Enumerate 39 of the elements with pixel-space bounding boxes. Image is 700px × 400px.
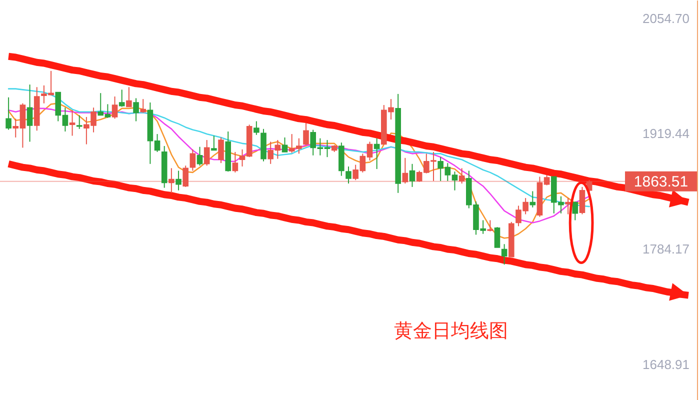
candlestick [579, 186, 586, 215]
candlestick [196, 146, 203, 166]
candlestick [182, 165, 189, 188]
candlestick [409, 163, 416, 188]
candlestick [232, 151, 238, 173]
candlestick [218, 136, 224, 164]
candlestick [565, 198, 571, 215]
candlestick [176, 170, 182, 191]
y-tick-label: 1648.91 [642, 356, 690, 372]
y-tick-label: 2054.70 [642, 10, 690, 26]
candlestick [211, 135, 217, 151]
ref-line-label: 1863.51 [634, 173, 688, 190]
y-tick-label: 1784.17 [642, 242, 690, 257]
candlestick [487, 220, 494, 232]
candlestick [76, 114, 82, 130]
candlestick [26, 84, 33, 142]
candlestick [112, 96, 118, 120]
candlestick [140, 98, 146, 114]
candlestick [282, 136, 288, 152]
candlestick [168, 168, 174, 194]
candlestick [374, 138, 380, 170]
y-tick-label: 1919.44 [642, 126, 690, 142]
annotation: 黄金日均线图 [394, 320, 508, 342]
candlestick [458, 168, 465, 184]
candlestick [126, 86, 132, 108]
candlestick [118, 89, 125, 108]
candlestick [303, 122, 309, 146]
candlestick [69, 110, 76, 136]
candlestick [254, 120, 260, 136]
candlestick [6, 96, 12, 130]
candlestick [133, 98, 139, 122]
candlestick [346, 166, 352, 184]
candlestick [572, 200, 578, 221]
candlestick [190, 148, 196, 172]
candlestick [530, 190, 536, 208]
candlestick [402, 157, 408, 184]
candlestick [494, 226, 500, 248]
candlestick [204, 140, 210, 166]
candlestick [501, 244, 508, 266]
